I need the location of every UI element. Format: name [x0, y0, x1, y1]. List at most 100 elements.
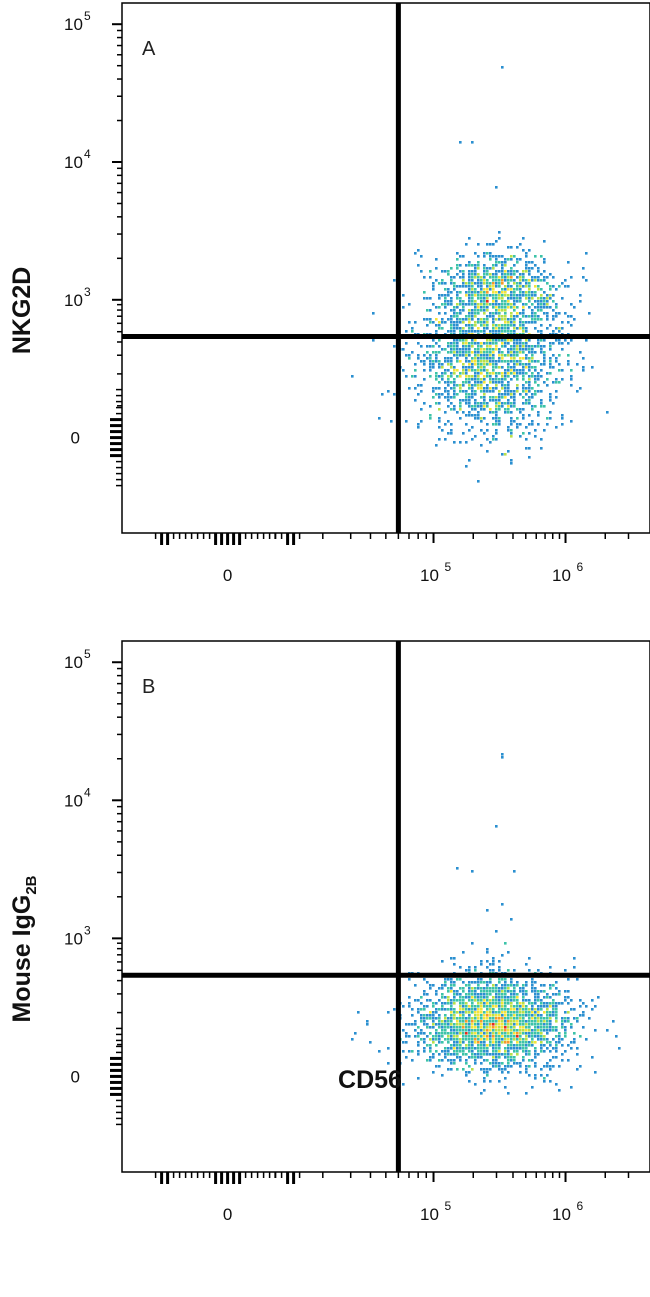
event-point	[507, 258, 510, 261]
event-point	[498, 1008, 501, 1011]
x-tick-label: 10	[552, 1205, 571, 1224]
event-point	[498, 987, 501, 990]
event-point	[489, 1020, 492, 1023]
event-point	[510, 429, 513, 432]
event-point	[480, 417, 483, 420]
event-point	[546, 993, 549, 996]
event-point	[429, 270, 432, 273]
event-point	[432, 1035, 435, 1038]
event-point	[555, 1047, 558, 1050]
event-point	[510, 1017, 513, 1020]
event-point	[531, 978, 534, 981]
event-point	[525, 1068, 528, 1071]
event-point	[498, 1065, 501, 1068]
event-point	[480, 1026, 483, 1029]
event-point	[525, 342, 528, 345]
event-point	[474, 417, 477, 420]
event-point	[474, 393, 477, 396]
event-point	[510, 1032, 513, 1035]
event-point	[465, 399, 468, 402]
event-point	[492, 312, 495, 315]
event-point	[495, 1011, 498, 1014]
event-point	[507, 1020, 510, 1023]
event-point	[465, 354, 468, 357]
event-point	[450, 984, 453, 987]
event-point	[480, 276, 483, 279]
event-point	[510, 411, 513, 414]
event-point	[441, 327, 444, 330]
event-point	[429, 321, 432, 324]
event-point	[477, 1038, 480, 1041]
event-point	[507, 297, 510, 300]
event-point	[456, 1050, 459, 1053]
event-point	[543, 984, 546, 987]
event-point	[537, 306, 540, 309]
event-point	[504, 1005, 507, 1008]
event-point	[498, 1032, 501, 1035]
event-point	[525, 1035, 528, 1038]
event-point	[504, 360, 507, 363]
event-point	[522, 1032, 525, 1035]
event-point	[564, 1020, 567, 1023]
event-point	[501, 288, 504, 291]
event-point	[459, 1047, 462, 1050]
event-point	[465, 243, 468, 246]
event-point	[471, 1035, 474, 1038]
event-point	[525, 327, 528, 330]
event-point	[474, 300, 477, 303]
event-point	[510, 984, 513, 987]
event-point	[459, 1038, 462, 1041]
event-point	[438, 306, 441, 309]
event-point	[552, 276, 555, 279]
event-point	[528, 282, 531, 285]
event-point	[546, 1005, 549, 1008]
event-point	[531, 1017, 534, 1020]
event-point	[507, 1011, 510, 1014]
event-point	[519, 1029, 522, 1032]
event-point	[486, 273, 489, 276]
event-point	[462, 999, 465, 1002]
event-point	[525, 963, 528, 966]
event-point	[471, 279, 474, 282]
event-point	[414, 999, 417, 1002]
event-point	[555, 312, 558, 315]
event-point	[540, 318, 543, 321]
event-point	[459, 1044, 462, 1047]
event-point	[417, 426, 420, 429]
event-point	[489, 315, 492, 318]
event-point	[498, 1029, 501, 1032]
event-point	[522, 294, 525, 297]
event-point	[489, 375, 492, 378]
event-point	[435, 318, 438, 321]
event-point	[492, 363, 495, 366]
event-point	[486, 1038, 489, 1041]
event-point	[465, 348, 468, 351]
event-point	[504, 318, 507, 321]
event-point	[552, 285, 555, 288]
event-point	[444, 1008, 447, 1011]
event-point	[483, 393, 486, 396]
event-point	[522, 387, 525, 390]
event-point	[498, 360, 501, 363]
event-point	[495, 366, 498, 369]
event-point	[528, 384, 531, 387]
event-point	[447, 369, 450, 372]
event-point	[519, 339, 522, 342]
event-point	[528, 366, 531, 369]
event-point	[438, 1035, 441, 1038]
event-point	[513, 327, 516, 330]
event-point	[540, 273, 543, 276]
event-point	[477, 318, 480, 321]
event-point	[489, 999, 492, 1002]
event-point	[441, 372, 444, 375]
event-point	[477, 1044, 480, 1047]
event-point	[453, 993, 456, 996]
event-point	[501, 309, 504, 312]
event-point	[474, 1020, 477, 1023]
event-point	[435, 1050, 438, 1053]
event-point	[471, 387, 474, 390]
event-point	[483, 1002, 486, 1005]
event-point	[447, 399, 450, 402]
event-point	[414, 363, 417, 366]
event-point	[471, 1053, 474, 1056]
